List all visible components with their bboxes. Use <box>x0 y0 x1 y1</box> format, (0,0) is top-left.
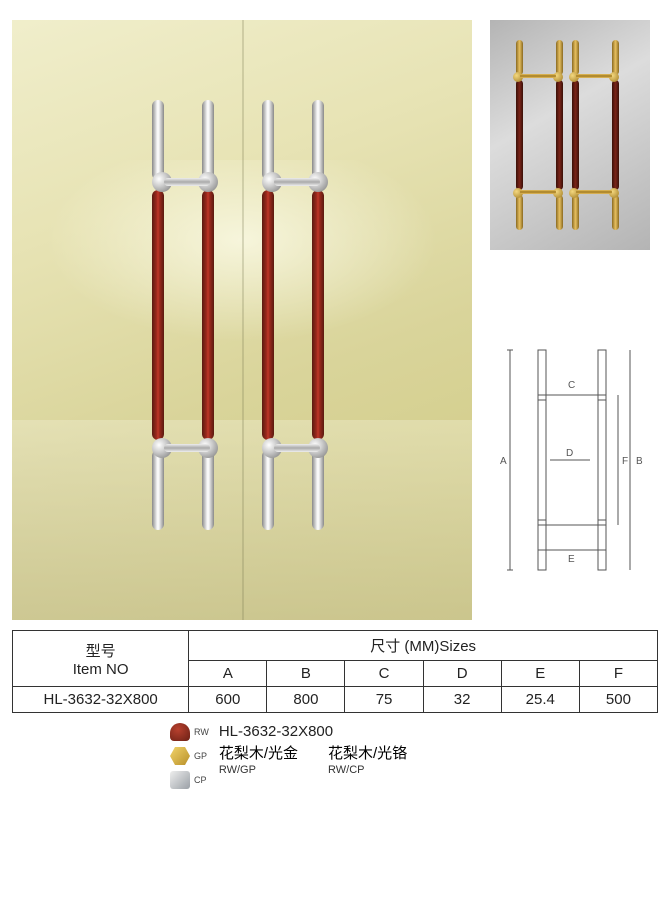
cell-F: 500 <box>579 687 657 713</box>
swatch-rw-icon <box>170 723 190 741</box>
handle-right <box>262 100 332 530</box>
finish-2-cn: 花梨木/光铬 <box>328 742 407 763</box>
cell-item-no: HL-3632-32X800 <box>13 687 189 713</box>
top-row: A B F C D E <box>0 0 670 624</box>
cell-A: 600 <box>189 687 267 713</box>
cell-D: 32 <box>423 687 501 713</box>
col-B: B <box>267 661 345 687</box>
dim-A: A <box>500 456 507 467</box>
dim-F: F <box>622 456 628 467</box>
finish-text: HL-3632-32X800 花梨木/光金 RW/GP 花梨木/光铬 RW/CP <box>219 723 407 776</box>
swatch-gp-icon <box>170 747 190 765</box>
spec-table: 型号 Item NO 尺寸 (MM)Sizes A B C D E F HL-3… <box>12 630 658 713</box>
finish-2-code: RW/CP <box>328 764 407 776</box>
dim-C: C <box>568 380 575 391</box>
swatch-cp-icon <box>170 771 190 789</box>
dim-D: D <box>566 448 573 459</box>
swatch-gp-label: GP <box>194 751 207 761</box>
cell-C: 75 <box>345 687 423 713</box>
swatch-cp-label: CP <box>194 775 207 785</box>
dimension-diagram: A B F C D E <box>490 340 650 580</box>
finish-item-no: HL-3632-32X800 <box>219 723 407 740</box>
col-F: F <box>579 661 657 687</box>
handle-left <box>152 100 222 530</box>
finish-1-cn: 花梨木/光金 <box>219 742 298 763</box>
dim-E: E <box>568 554 575 565</box>
cell-B: 800 <box>267 687 345 713</box>
right-column: A B F C D E <box>490 20 650 620</box>
swatches: RW GP CP <box>170 723 209 789</box>
header-item: 型号 Item NO <box>13 631 189 687</box>
dim-B: B <box>636 456 643 467</box>
finish-1-code: RW/GP <box>219 764 298 776</box>
cell-E: 25.4 <box>501 687 579 713</box>
col-A: A <box>189 661 267 687</box>
main-product-photo <box>12 20 472 620</box>
header-sizes: 尺寸 (MM)Sizes <box>189 631 658 661</box>
swatch-rw-label: RW <box>194 727 209 737</box>
col-E: E <box>501 661 579 687</box>
variant-photo-gold <box>490 20 650 250</box>
finishes-legend: RW GP CP HL-3632-32X800 花梨木/光金 RW/GP 花梨木… <box>170 723 658 789</box>
col-D: D <box>423 661 501 687</box>
col-C: C <box>345 661 423 687</box>
